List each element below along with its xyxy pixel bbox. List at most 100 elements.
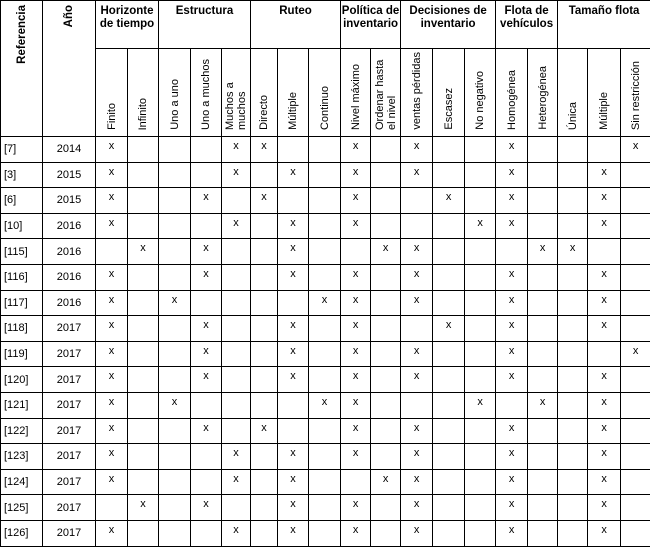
mark-cell: x (496, 137, 528, 163)
mark-cell: x (588, 290, 621, 316)
column-label: Directo (258, 95, 270, 133)
year-cell: 2017 (43, 520, 96, 546)
mark-cell (465, 239, 496, 265)
group-header: Flota de vehículos (496, 1, 558, 49)
mark-cell: x (401, 239, 433, 265)
mark-cell: x (401, 367, 433, 393)
mark-cell: x (341, 520, 371, 546)
mark-cell (528, 444, 558, 470)
ref-cell: [10] (1, 213, 43, 239)
mark-cell (309, 264, 341, 290)
mark-cell: x (496, 162, 528, 188)
mark-cell (128, 290, 159, 316)
column-label: Uno a uno (169, 79, 181, 133)
mark-cell: x (588, 392, 621, 418)
mark-cell (159, 341, 191, 367)
year-cell: 2014 (43, 137, 96, 163)
subheader-cell: No negativo (465, 49, 496, 137)
mark-cell: x (341, 495, 371, 521)
mark-cell (96, 495, 128, 521)
mark-cell: x (278, 469, 309, 495)
mark-cell (222, 367, 251, 393)
mark-cell (528, 520, 558, 546)
mark-cell: x (588, 162, 621, 188)
mark-cell: x (341, 392, 371, 418)
mark-cell (309, 520, 341, 546)
mark-cell: x (588, 418, 621, 444)
mark-cell (528, 264, 558, 290)
mark-cell: x (222, 162, 251, 188)
mark-cell: x (496, 418, 528, 444)
mark-cell (371, 162, 401, 188)
mark-cell (278, 418, 309, 444)
mark-cell (621, 264, 650, 290)
mark-cell (159, 316, 191, 342)
mark-cell (528, 367, 558, 393)
mark-cell: x (496, 520, 528, 546)
mark-cell: x (496, 341, 528, 367)
year-cell: 2017 (43, 469, 96, 495)
mark-cell (558, 341, 588, 367)
ref-cell: [7] (1, 137, 43, 163)
mark-cell (465, 469, 496, 495)
mark-cell (371, 213, 401, 239)
mark-cell (371, 444, 401, 470)
mark-cell (309, 341, 341, 367)
mark-cell: x (251, 188, 278, 214)
year-cell: 2017 (43, 418, 96, 444)
mark-cell: x (341, 290, 371, 316)
mark-cell (558, 444, 588, 470)
mark-cell (621, 316, 650, 342)
column-label: Nivel máximo (350, 64, 362, 133)
mark-cell: x (341, 162, 371, 188)
mark-cell: x (465, 392, 496, 418)
mark-cell: x (496, 495, 528, 521)
group-header: Horizonte de tiempo (96, 1, 159, 49)
mark-cell: x (588, 264, 621, 290)
subheader-cell: Única (558, 49, 588, 137)
mark-cell (558, 495, 588, 521)
ref-cell: [123] (1, 444, 43, 470)
mark-cell (621, 213, 650, 239)
mark-cell: x (96, 213, 128, 239)
mark-cell (433, 520, 465, 546)
mark-cell (251, 264, 278, 290)
mark-cell: x (278, 213, 309, 239)
mark-cell: x (496, 290, 528, 316)
ref-cell: [6] (1, 188, 43, 214)
mark-cell (558, 290, 588, 316)
mark-cell (621, 367, 650, 393)
mark-cell (371, 316, 401, 342)
mark-cell (433, 367, 465, 393)
mark-cell: x (496, 316, 528, 342)
group-header: Decisiones de inventario (401, 1, 496, 49)
mark-cell: x (588, 188, 621, 214)
mark-cell: x (401, 162, 433, 188)
group-header: Tamaño flota (558, 1, 650, 49)
column-label: Heterogénea (537, 66, 549, 133)
column-label: Sin restricción (630, 61, 642, 133)
mark-cell (433, 213, 465, 239)
mark-cell (251, 239, 278, 265)
mark-cell: x (401, 469, 433, 495)
mark-cell (309, 137, 341, 163)
subheader-cell: ventas pérdidas (401, 49, 433, 137)
mark-cell: x (528, 392, 558, 418)
mark-cell: x (96, 137, 128, 163)
mark-cell (465, 316, 496, 342)
mark-cell: x (96, 367, 128, 393)
mark-cell: x (278, 367, 309, 393)
mark-cell: x (401, 137, 433, 163)
column-label: No negativo (474, 71, 486, 133)
mark-cell (371, 495, 401, 521)
mark-cell (621, 290, 650, 316)
mark-cell: x (222, 137, 251, 163)
mark-cell: x (96, 469, 128, 495)
